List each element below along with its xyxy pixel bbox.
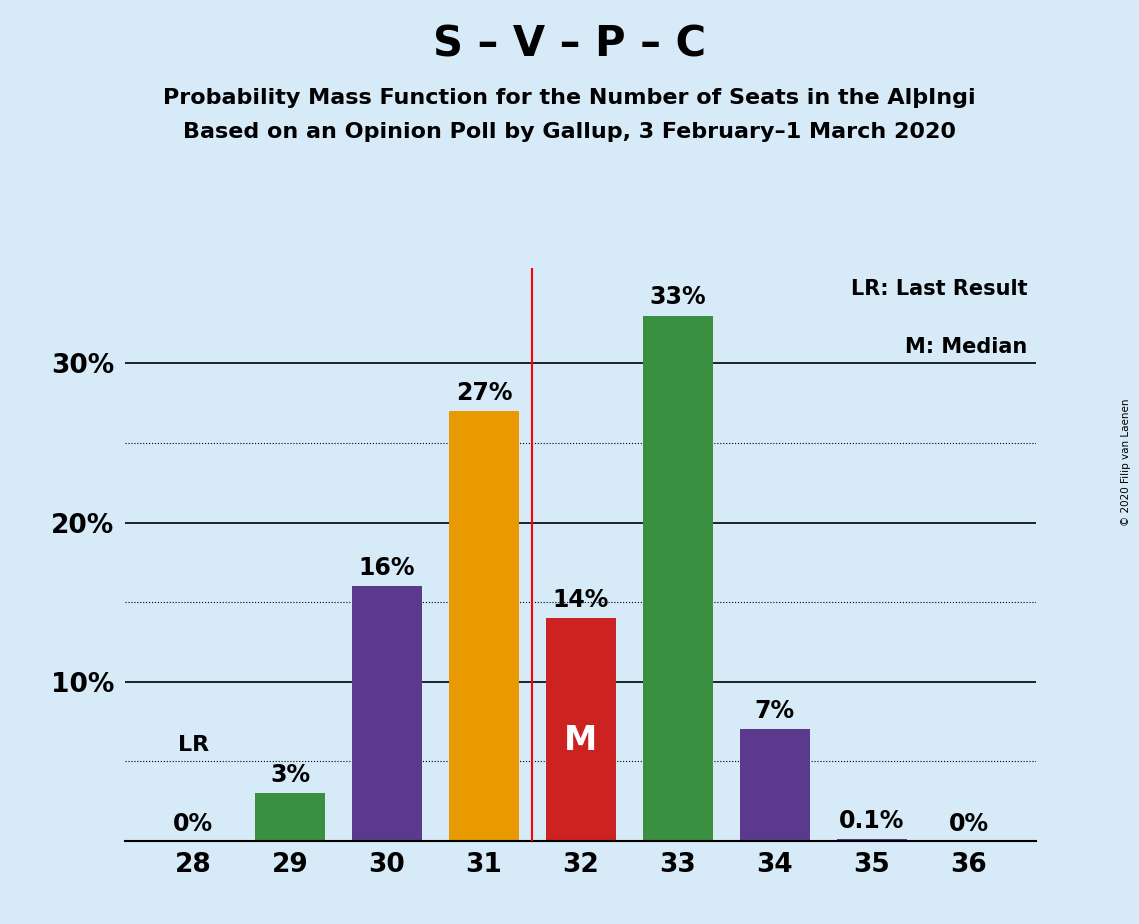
Text: LR: Last Result: LR: Last Result (851, 279, 1027, 299)
Text: M: Median: M: Median (906, 336, 1027, 357)
Bar (740, 729, 810, 841)
Text: 16%: 16% (359, 556, 416, 580)
Text: Based on an Opinion Poll by Gallup, 3 February–1 March 2020: Based on an Opinion Poll by Gallup, 3 Fe… (183, 122, 956, 142)
Bar (642, 316, 713, 841)
Text: 3%: 3% (270, 762, 310, 786)
Text: © 2020 Filip van Laenen: © 2020 Filip van Laenen (1121, 398, 1131, 526)
Text: 7%: 7% (755, 699, 795, 723)
Text: 14%: 14% (552, 588, 609, 612)
Text: 33%: 33% (649, 286, 706, 310)
Text: 0%: 0% (949, 812, 989, 836)
Text: 0%: 0% (173, 812, 213, 836)
Bar (255, 793, 325, 841)
Bar (837, 839, 907, 841)
Bar (449, 411, 519, 841)
Bar (546, 618, 616, 841)
Text: S – V – P – C: S – V – P – C (433, 23, 706, 65)
Text: 0.1%: 0.1% (839, 808, 904, 833)
Bar (352, 586, 421, 841)
Text: LR: LR (178, 735, 208, 755)
Text: Probability Mass Function for the Number of Seats in the AlþIngi: Probability Mass Function for the Number… (163, 88, 976, 108)
Text: 27%: 27% (456, 381, 513, 405)
Text: M: M (564, 724, 598, 757)
